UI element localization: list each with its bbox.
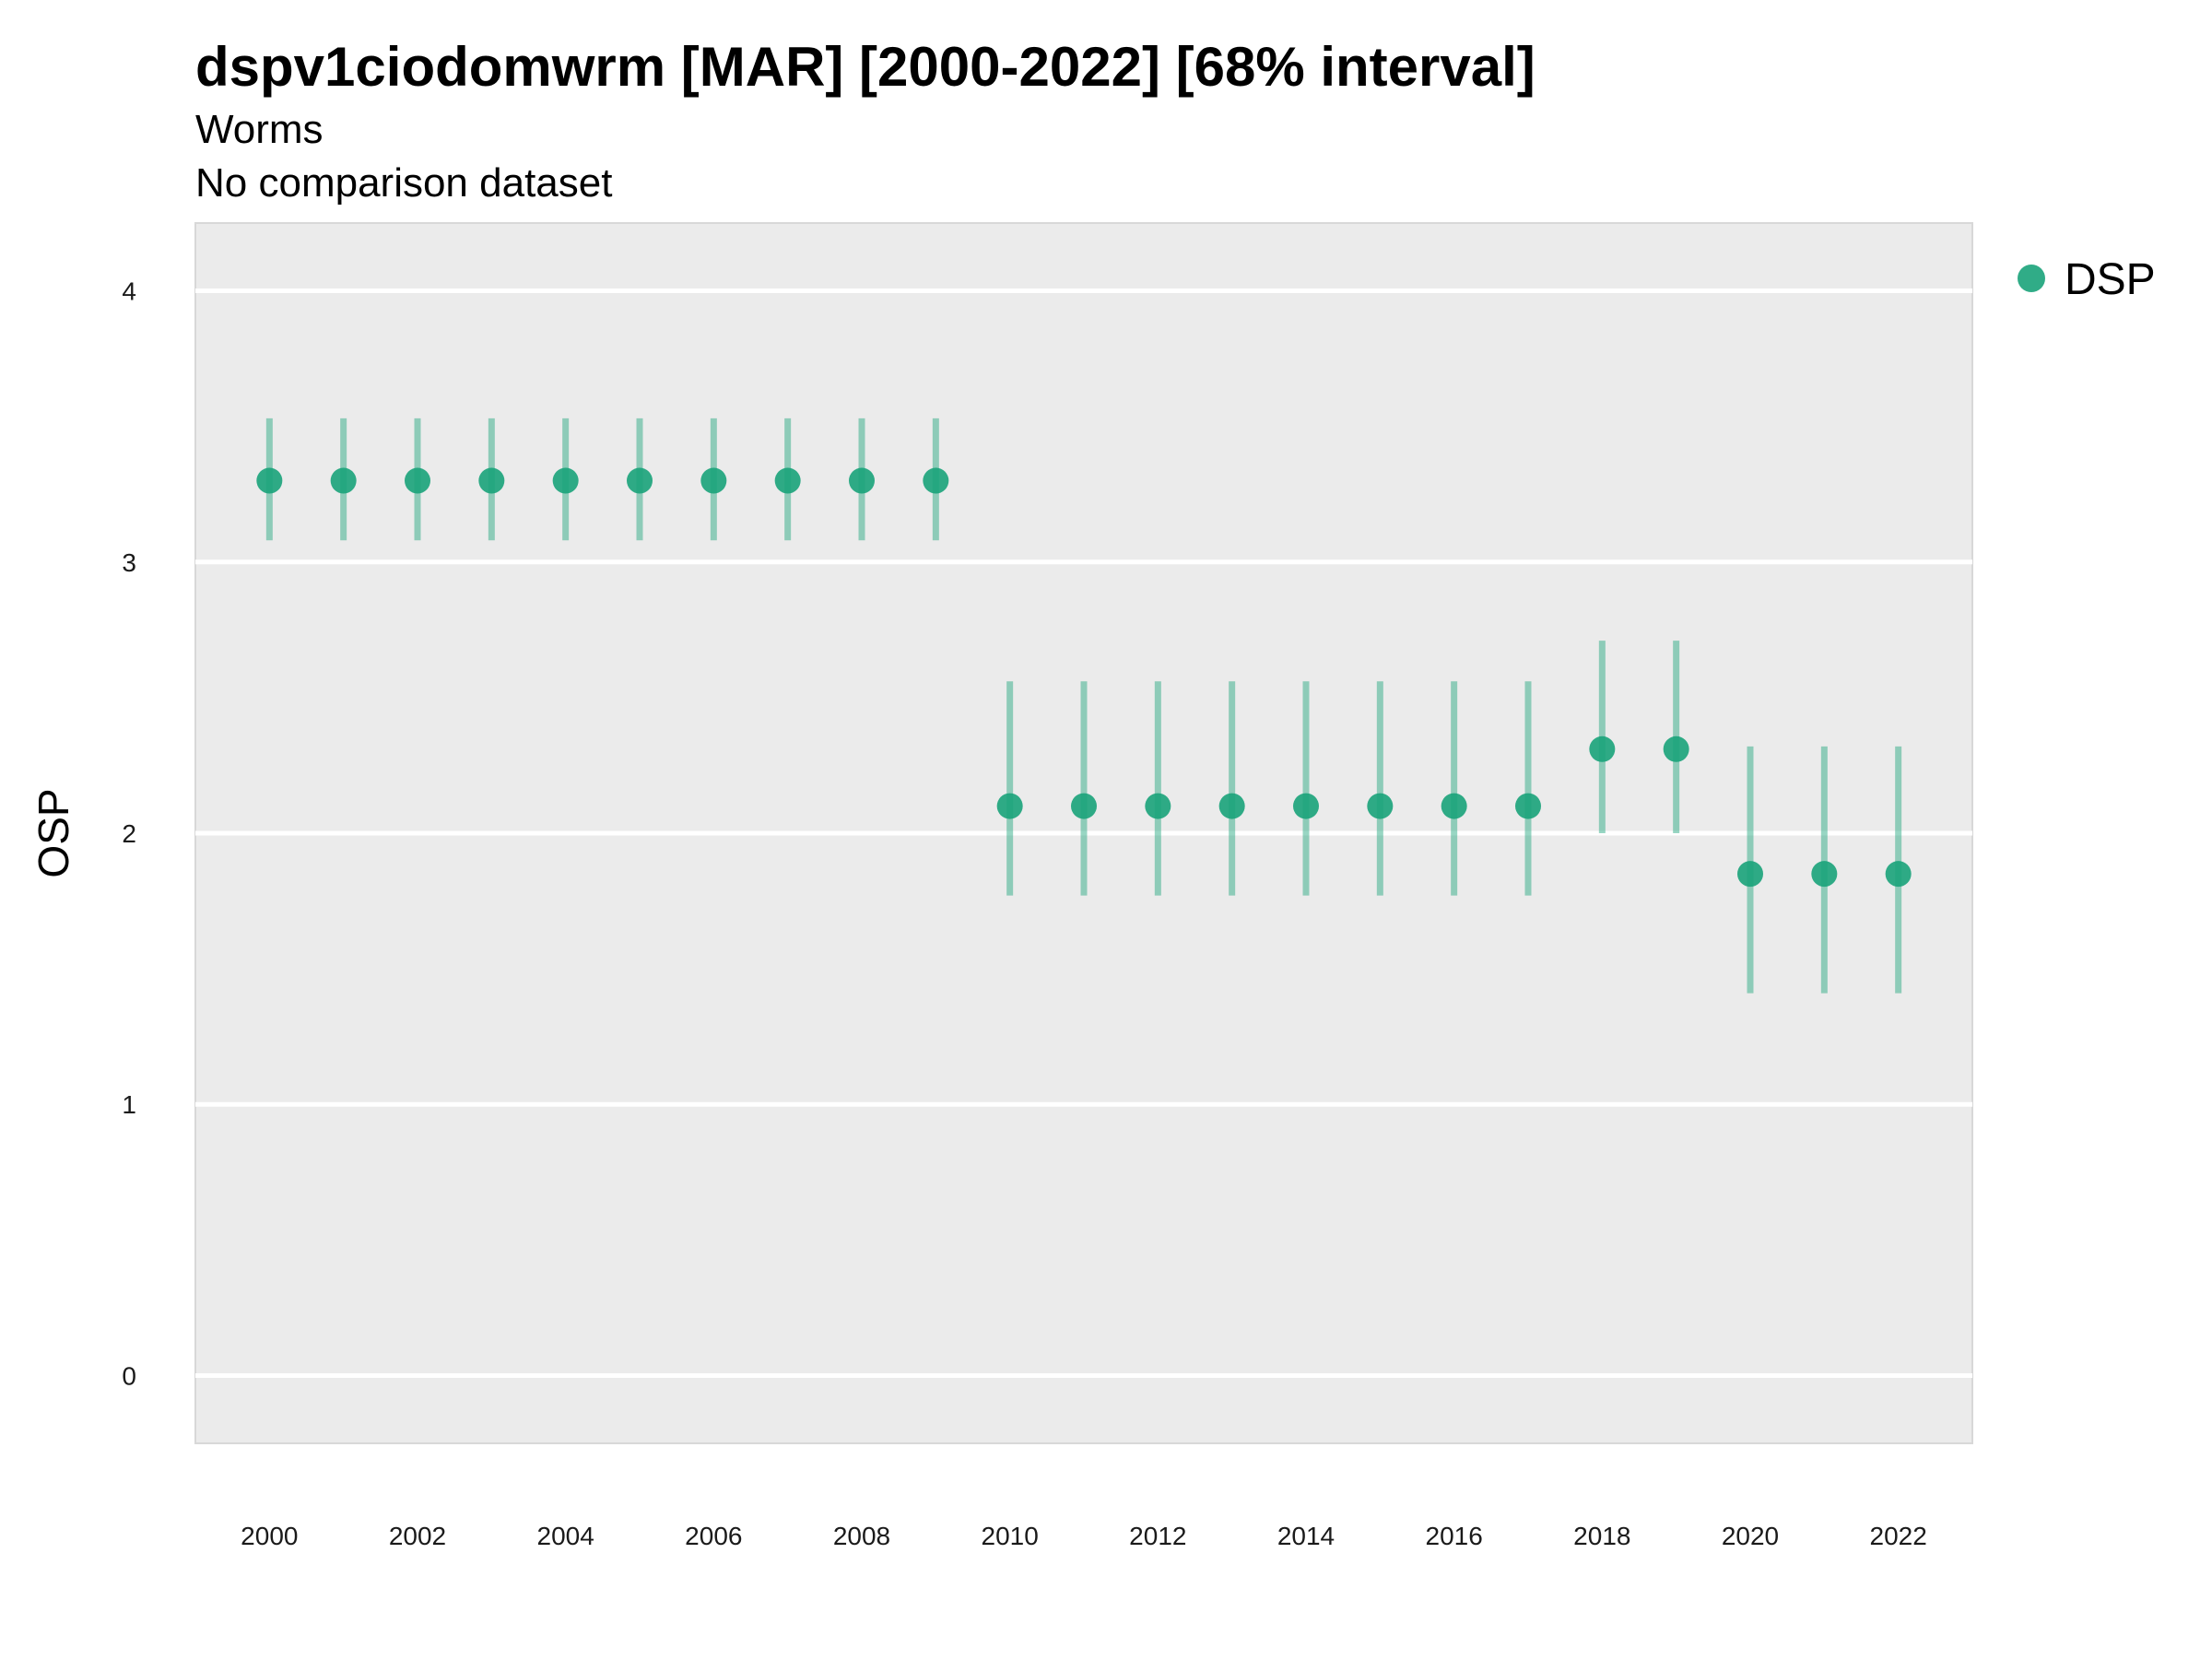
y-tick-label: 2 xyxy=(122,819,136,848)
data-point xyxy=(1663,735,1689,762)
data-point xyxy=(627,467,653,494)
data-point xyxy=(923,467,949,494)
x-axis-ticks: 2000 2002 2004 2006 2008 2010 2012 2014 2016 2018… xyxy=(241,1522,1927,1550)
x-tick-label: 2020 xyxy=(1722,1522,1779,1550)
data-point xyxy=(1145,793,1171,819)
x-tick-label: 2010 xyxy=(982,1522,1039,1550)
data-point xyxy=(1515,793,1541,819)
y-tick-label: 4 xyxy=(122,277,136,306)
chart-title: dspv1ciodomwrm [MAR] [2000-2022] [68% in… xyxy=(195,36,1535,98)
data-point xyxy=(1293,793,1319,819)
data-point xyxy=(1885,861,1912,888)
legend-label-dsp: DSP xyxy=(2065,255,2156,304)
data-point xyxy=(256,467,283,494)
data-point xyxy=(1441,793,1467,819)
x-tick-label: 2008 xyxy=(833,1522,890,1550)
y-axis-title: OSP xyxy=(29,788,77,877)
data-point xyxy=(1218,793,1245,819)
x-tick-label: 2012 xyxy=(1129,1522,1186,1550)
x-tick-label: 2004 xyxy=(537,1522,594,1550)
data-point xyxy=(552,467,579,494)
data-point xyxy=(478,467,505,494)
data-point xyxy=(405,467,430,494)
data-points xyxy=(256,467,1912,888)
x-tick-label: 2006 xyxy=(685,1522,742,1550)
data-point xyxy=(1811,861,1838,888)
y-tick-label: 1 xyxy=(122,1090,136,1119)
chart-subtitle-comparison: No comparison dataset xyxy=(195,160,613,206)
x-tick-label: 2000 xyxy=(241,1522,298,1550)
data-point xyxy=(1071,793,1097,819)
data-point xyxy=(1367,793,1394,819)
data-point xyxy=(1737,861,1763,888)
data-point xyxy=(330,467,357,494)
y-tick-label: 0 xyxy=(122,1361,136,1390)
legend: DSP xyxy=(2018,255,2156,304)
x-tick-label: 2016 xyxy=(1426,1522,1483,1550)
chart-subtitle-dataset: Worms xyxy=(195,107,324,152)
y-tick-label: 3 xyxy=(122,548,136,577)
data-point xyxy=(774,467,801,494)
y-axis-ticks: 0 1 2 3 4 xyxy=(122,277,136,1391)
data-point xyxy=(1589,735,1616,762)
data-point xyxy=(700,467,727,494)
gridlines xyxy=(195,288,1972,1378)
data-point xyxy=(849,467,875,494)
data-point xyxy=(996,793,1023,819)
x-tick-label: 2002 xyxy=(389,1522,446,1550)
x-tick-label: 2014 xyxy=(1277,1522,1335,1550)
x-tick-label: 2018 xyxy=(1573,1522,1630,1550)
legend-key-dsp xyxy=(2018,265,2045,292)
x-tick-label: 2022 xyxy=(1870,1522,1927,1550)
